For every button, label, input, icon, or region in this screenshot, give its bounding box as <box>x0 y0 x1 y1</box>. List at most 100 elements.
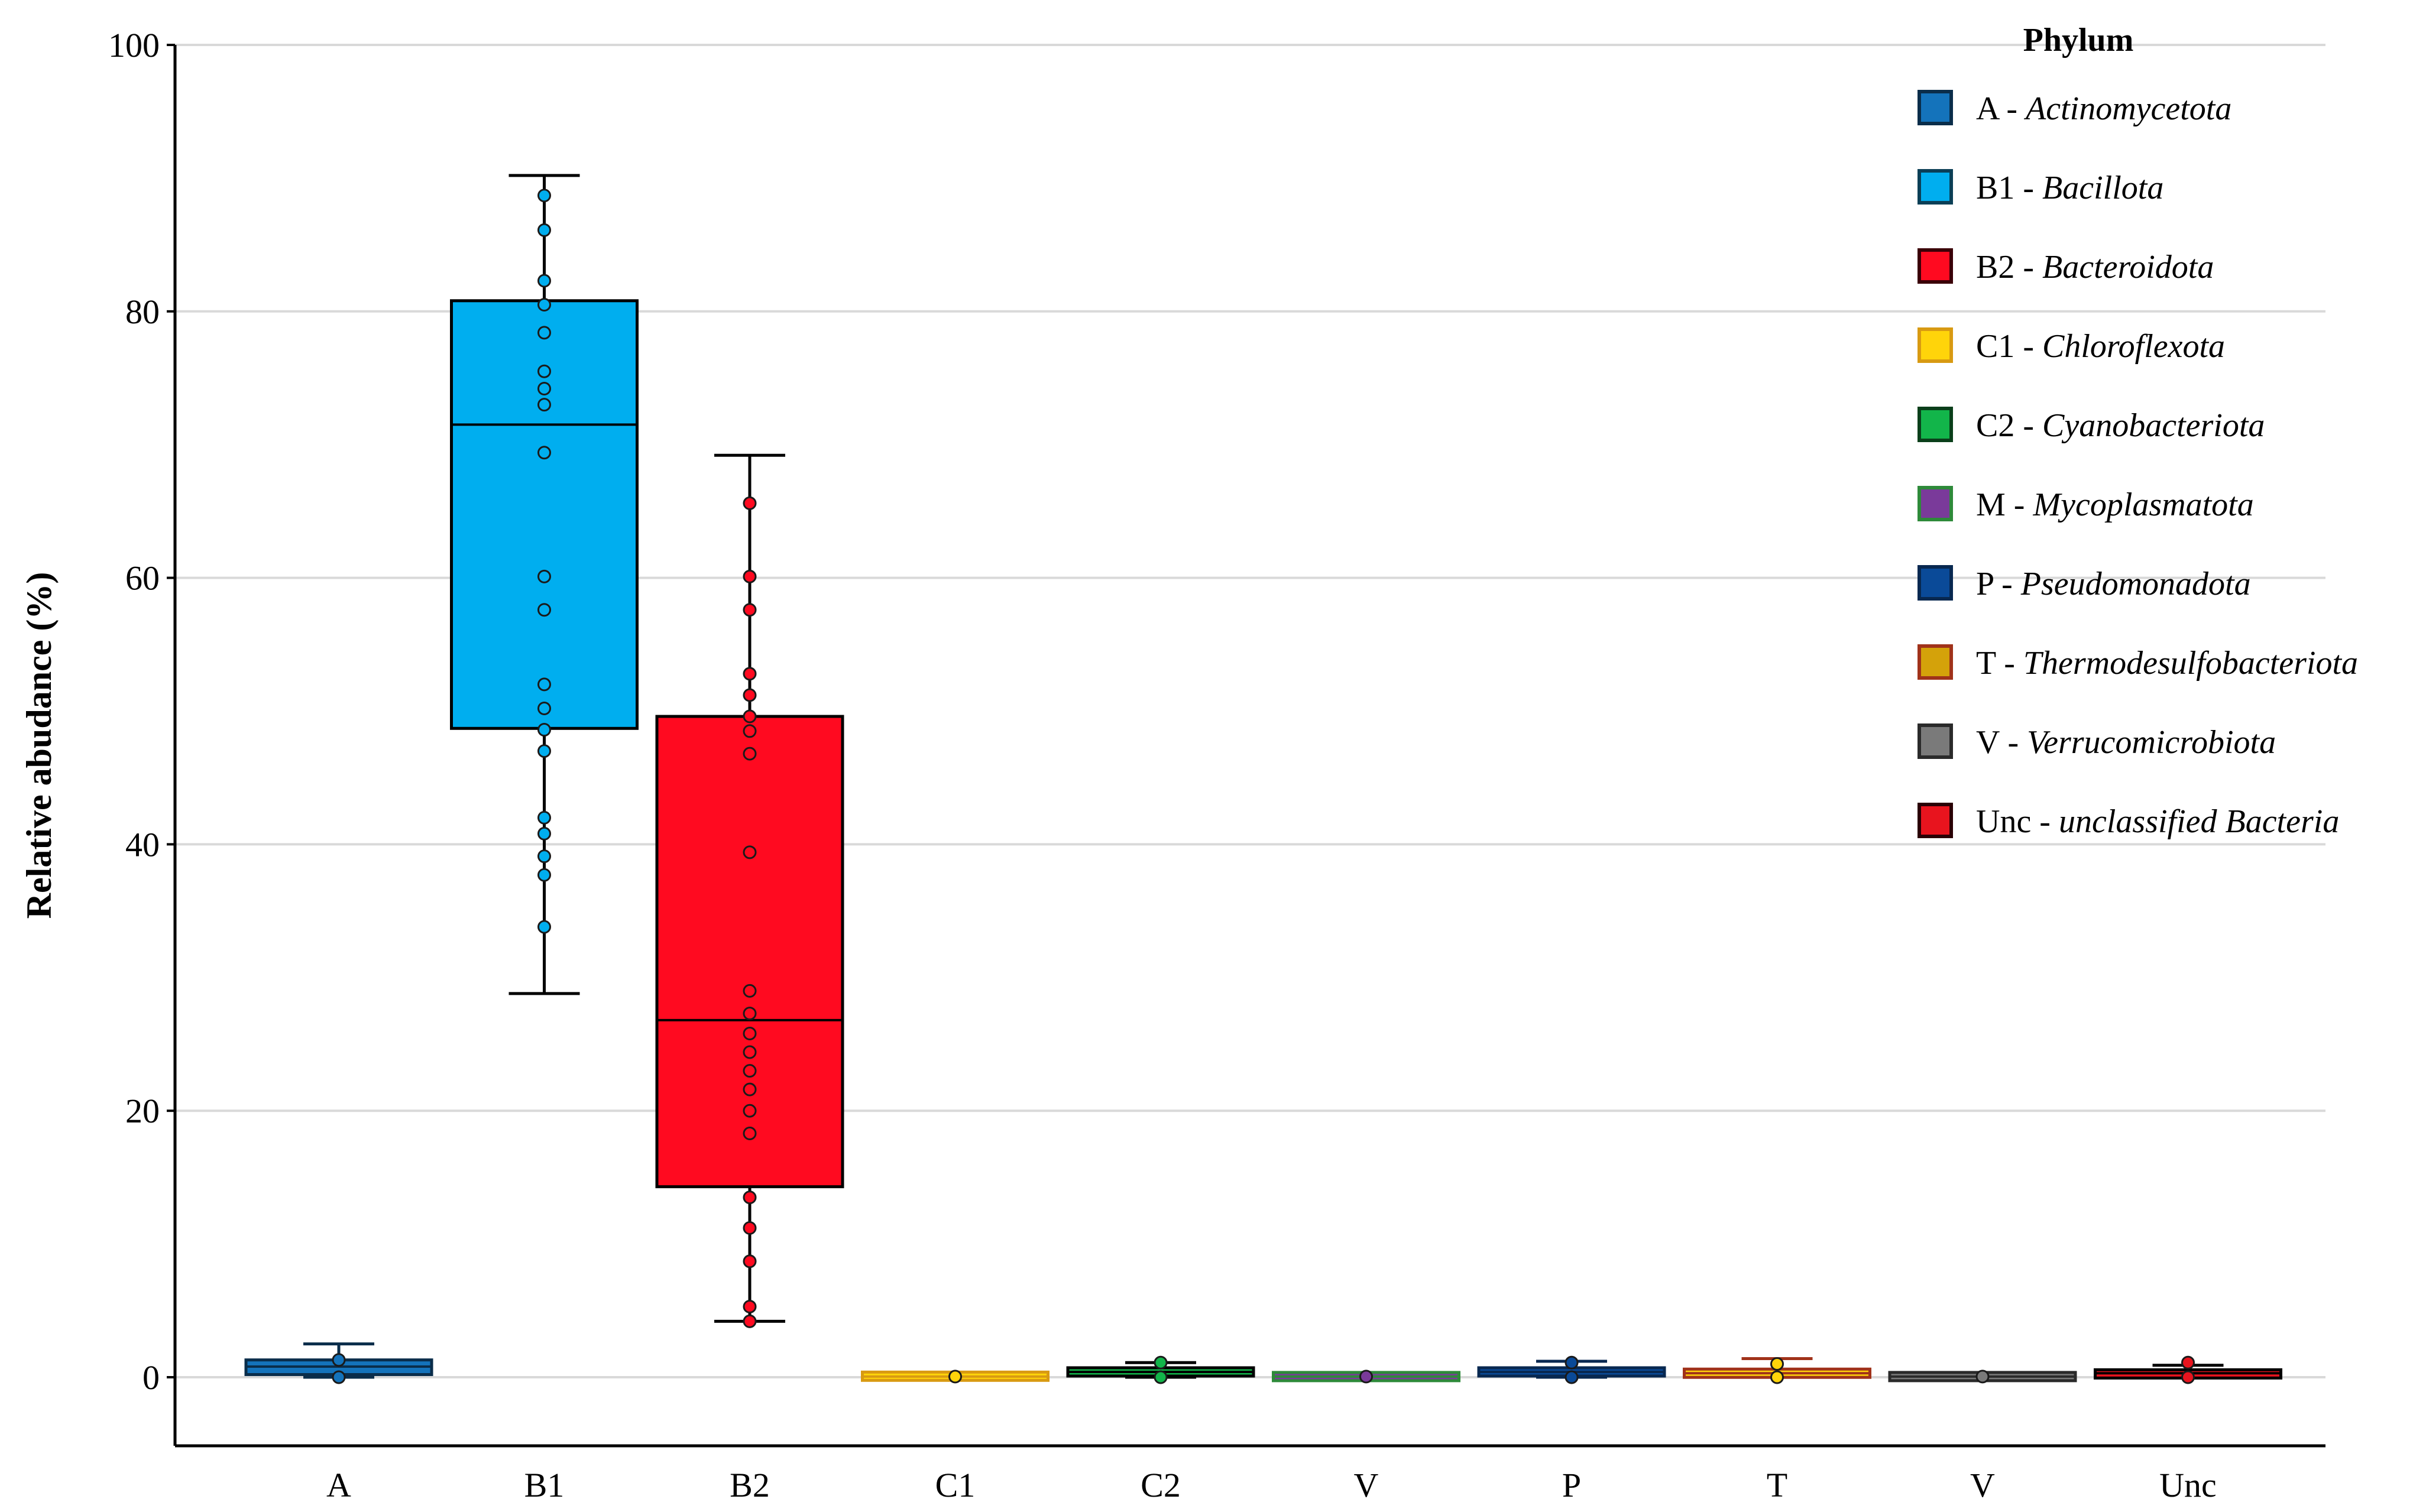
legend-item-c2: C2 - Cyanobacteriota <box>1918 407 2265 444</box>
legend-label: Unc - unclassified Bacteria <box>1976 803 2339 840</box>
data-point <box>743 845 757 859</box>
x-tick-label: B2 <box>730 1466 770 1504</box>
legend-item-b2: B2 - Bacteroidota <box>1918 248 2214 285</box>
x-tick-label: Unc <box>2159 1466 2217 1504</box>
legend-item-v: V - Verrucomicrobiota <box>1918 723 2276 761</box>
legend-item-t: T - Thermodesulfobacteriota <box>1918 644 2358 682</box>
legend-code: T <box>1976 645 1996 682</box>
legend-code: C1 <box>1976 328 2014 365</box>
legend-item-c1: C1 - Chloroflexota <box>1918 327 2225 365</box>
data-point <box>537 603 551 617</box>
data-point <box>743 496 757 510</box>
legend-separator: - <box>1996 645 2023 682</box>
data-point <box>743 1064 757 1078</box>
legend-phylum-name: unclassified Bacteria <box>2059 803 2339 840</box>
data-point <box>743 747 757 761</box>
legend-swatch <box>1918 803 1953 838</box>
data-point <box>743 1045 757 1059</box>
legend-label: C2 - Cyanobacteriota <box>1976 407 2265 444</box>
data-point <box>1565 1355 1579 1370</box>
legend-separator: - <box>2014 249 2042 285</box>
x-tick-layer: A B1 B2 C1 C2 V P T V Unc <box>326 1466 2217 1504</box>
y-tick-label: 20 <box>125 1092 160 1130</box>
legend-item-a: A - Actinomycetota <box>1918 90 2231 127</box>
data-point <box>537 569 551 583</box>
data-point <box>743 1026 757 1040</box>
data-point <box>948 1370 962 1384</box>
data-point <box>1565 1370 1579 1384</box>
data-point <box>743 724 757 738</box>
y-tick-layer: 0 20 40 60 80 100 <box>108 26 175 1397</box>
legend-item-p: P - Pseudomonadota <box>1918 565 2251 602</box>
data-point <box>743 1190 757 1205</box>
y-tick-label: 100 <box>108 26 160 64</box>
x-tick-label: B1 <box>524 1466 565 1504</box>
legend-swatch <box>1918 486 1953 521</box>
legend-phylum-name: Chloroflexota <box>2042 328 2225 365</box>
data-point <box>537 677 551 692</box>
legend-phylum-name: Verrucomicrobiota <box>2027 724 2276 761</box>
data-point <box>537 868 551 882</box>
x-tick-label: V <box>1970 1466 1995 1504</box>
legend-phylum-name: Mycoplasmatota <box>2032 486 2253 523</box>
data-point <box>743 667 757 681</box>
legend-code: A <box>1976 90 2000 127</box>
data-point <box>537 274 551 288</box>
data-point <box>743 709 757 723</box>
x-tick-label: V <box>1354 1466 1379 1504</box>
legend-phylum-name: Pseudomonadota <box>2020 566 2251 602</box>
data-point <box>332 1370 346 1384</box>
legend-label: V - Verrucomicrobiota <box>1976 724 2276 761</box>
data-point <box>743 603 757 617</box>
data-point <box>537 223 551 237</box>
data-point <box>1359 1370 1373 1384</box>
data-point <box>537 382 551 396</box>
data-point <box>537 298 551 312</box>
legend-item-unc: Unc - unclassified Bacteria <box>1918 803 2339 840</box>
data-point <box>537 326 551 340</box>
legend-swatch <box>1918 407 1953 442</box>
legend-swatch <box>1918 327 1953 363</box>
legend-phylum-name: Actinomycetota <box>2023 90 2231 127</box>
legend-label: B1 - Bacillota <box>1976 170 2163 206</box>
legend-label: T - Thermodesulfobacteriota <box>1976 645 2358 682</box>
axes-layer: Relative abudance (%) <box>20 45 2325 1448</box>
legend-code: C2 <box>1976 407 2014 444</box>
data-point <box>743 1007 757 1021</box>
legend-swatch <box>1918 723 1953 759</box>
data-point <box>743 1300 757 1314</box>
data-point <box>537 849 551 864</box>
data-point <box>743 984 757 998</box>
data-point <box>537 446 551 460</box>
legend-separator: - <box>1993 566 2021 602</box>
data-point <box>2181 1355 2195 1370</box>
legend-phylum-name: Bacteroidota <box>2042 249 2214 285</box>
data-point <box>743 688 757 702</box>
y-tick-label: 60 <box>125 559 160 598</box>
legend-swatch <box>1918 248 1953 284</box>
data-point <box>537 810 551 825</box>
data-point <box>1770 1357 1784 1371</box>
legend-title: Phylum <box>2023 22 2134 59</box>
y-tick-label: 40 <box>125 825 160 864</box>
data-point <box>332 1353 346 1367</box>
y-axis-title: Relative abudance (%) <box>20 572 59 919</box>
legend-code: P <box>1976 566 1993 602</box>
legend-label: B2 - Bacteroidota <box>1976 249 2214 285</box>
legend-code: B2 <box>1976 249 2014 285</box>
legend-phylum-name: Thermodesulfobacteriota <box>2023 645 2358 682</box>
x-tick-label: T <box>1767 1466 1787 1504</box>
data-point <box>1154 1370 1168 1384</box>
legend-label: A - Actinomycetota <box>1976 90 2231 127</box>
legend-code: B1 <box>1976 170 2014 206</box>
x-tick-label: A <box>326 1466 351 1504</box>
data-point <box>537 920 551 934</box>
data-point <box>1770 1370 1784 1384</box>
data-point <box>537 189 551 203</box>
data-point <box>1154 1355 1168 1370</box>
point-layer <box>332 189 2195 1384</box>
legend-phylum-name: Bacillota <box>2042 170 2163 206</box>
